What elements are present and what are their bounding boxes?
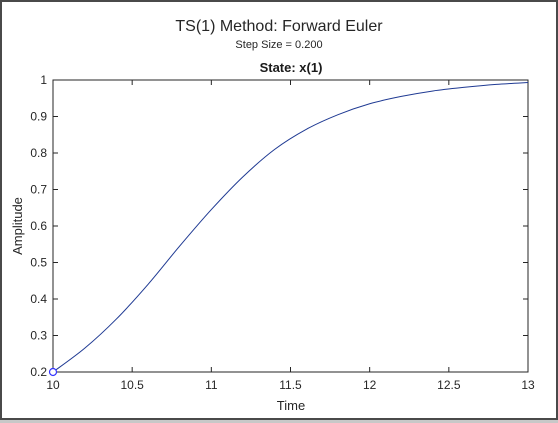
- series-layer: [48, 82, 529, 377]
- plot-area: [52, 79, 529, 373]
- y-axis-ticks: 0.2 0.3 0.4 0.5 0.6 0.7 0.8 0.9 1: [30, 73, 528, 379]
- series-line: [52, 82, 529, 373]
- x-tick-label: 12: [363, 378, 377, 392]
- y-tick-label: 0.6: [30, 219, 47, 233]
- y-tick-label: 0.9: [30, 110, 47, 124]
- y-tick-label: 0.7: [30, 183, 47, 197]
- x-axis-label: Time: [277, 398, 305, 413]
- x-tick-label: 10.5: [120, 378, 144, 392]
- y-tick-label: 1: [40, 73, 47, 87]
- y-tick-label: 0.2: [30, 365, 47, 379]
- start-point-marker: [48, 367, 58, 377]
- chart-subtitle: Step Size = 0.200: [235, 39, 322, 51]
- x-tick-label: 11.5: [279, 378, 302, 392]
- x-axis-ticks: 10 10.5 11 11.5 12 12.5 13: [46, 80, 535, 392]
- y-tick-label: 0.4: [30, 292, 47, 306]
- y-tick-label: 0.3: [30, 329, 47, 343]
- subplot-title: State: x(1): [260, 60, 323, 75]
- x-tick-label: 12.5: [437, 378, 461, 392]
- x-tick-label: 10: [46, 378, 60, 392]
- x-tick-label: 11: [205, 378, 218, 392]
- y-axis-label: Amplitude: [10, 197, 25, 255]
- line-chart: TS(1) Method: Forward Euler Step Size = …: [10, 18, 535, 413]
- y-tick-label: 0.8: [30, 146, 47, 160]
- chart-title: TS(1) Method: Forward Euler: [175, 18, 383, 35]
- y-tick-label: 0.5: [30, 256, 47, 270]
- x-tick-label: 13: [521, 378, 535, 392]
